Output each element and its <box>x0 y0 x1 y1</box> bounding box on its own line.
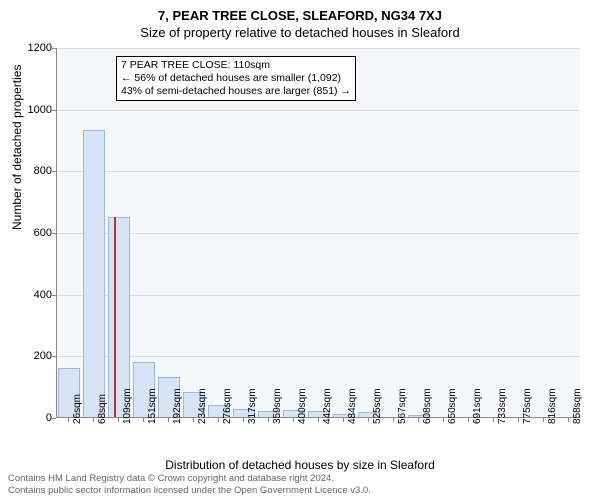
xtick-mark <box>343 418 344 422</box>
xtick-mark <box>243 418 244 422</box>
xtick-mark <box>543 418 544 422</box>
y-axis-label: Number of detached properties <box>10 65 24 230</box>
ytick-mark <box>52 110 56 111</box>
xtick-mark <box>568 418 569 422</box>
property-marker-line <box>114 217 116 417</box>
annotation-box: 7 PEAR TREE CLOSE: 110sqm← 56% of detach… <box>116 56 356 101</box>
ytick-mark <box>52 233 56 234</box>
ytick-label: 1000 <box>24 104 52 116</box>
ytick-label: 400 <box>24 289 52 301</box>
xtick-mark <box>468 418 469 422</box>
xtick-mark <box>193 418 194 422</box>
title-line-2: Size of property relative to detached ho… <box>0 23 600 40</box>
xtick-mark <box>368 418 369 422</box>
xtick-mark <box>68 418 69 422</box>
xtick-mark <box>268 418 269 422</box>
figure: 7, PEAR TREE CLOSE, SLEAFORD, NG34 7XJ S… <box>0 0 600 500</box>
gridline <box>57 171 580 172</box>
xtick-mark <box>93 418 94 422</box>
annotation-line2: ← 56% of detached houses are smaller (1,… <box>121 72 351 85</box>
ytick-mark <box>52 171 56 172</box>
ytick-label: 1200 <box>24 42 52 54</box>
title-line-1: 7, PEAR TREE CLOSE, SLEAFORD, NG34 7XJ <box>0 0 600 23</box>
xtick-mark <box>418 418 419 422</box>
xtick-mark <box>518 418 519 422</box>
histogram-bar <box>108 217 130 417</box>
gridline <box>57 356 580 357</box>
xtick-mark <box>118 418 119 422</box>
gridline <box>57 233 580 234</box>
xtick-mark <box>493 418 494 422</box>
annotation-line3: 43% of semi-detached houses are larger (… <box>121 85 351 98</box>
ytick-mark <box>52 295 56 296</box>
plot-background <box>56 48 580 418</box>
xtick-mark <box>443 418 444 422</box>
ytick-label: 600 <box>24 227 52 239</box>
ytick-mark <box>52 48 56 49</box>
gridline <box>57 110 580 111</box>
ytick-label: 200 <box>24 350 52 362</box>
ytick-label: 800 <box>24 165 52 177</box>
xtick-mark <box>168 418 169 422</box>
histogram-bar <box>83 130 105 417</box>
chart-area: 02004006008001000120026sqm68sqm109sqm151… <box>56 48 580 418</box>
xtick-mark <box>218 418 219 422</box>
x-axis-label: Distribution of detached houses by size … <box>0 458 600 472</box>
ytick-label: 0 <box>24 412 52 424</box>
gridline <box>57 295 580 296</box>
annotation-line1: 7 PEAR TREE CLOSE: 110sqm <box>121 59 351 72</box>
gridline <box>57 48 580 49</box>
footer-line-1: Contains HM Land Registry data © Crown c… <box>8 473 371 484</box>
ytick-mark <box>52 418 56 419</box>
footer-attribution: Contains HM Land Registry data © Crown c… <box>8 473 371 496</box>
ytick-mark <box>52 356 56 357</box>
xtick-mark <box>393 418 394 422</box>
xtick-mark <box>143 418 144 422</box>
xtick-mark <box>318 418 319 422</box>
xtick-mark <box>293 418 294 422</box>
footer-line-2: Contains public sector information licen… <box>8 485 371 496</box>
